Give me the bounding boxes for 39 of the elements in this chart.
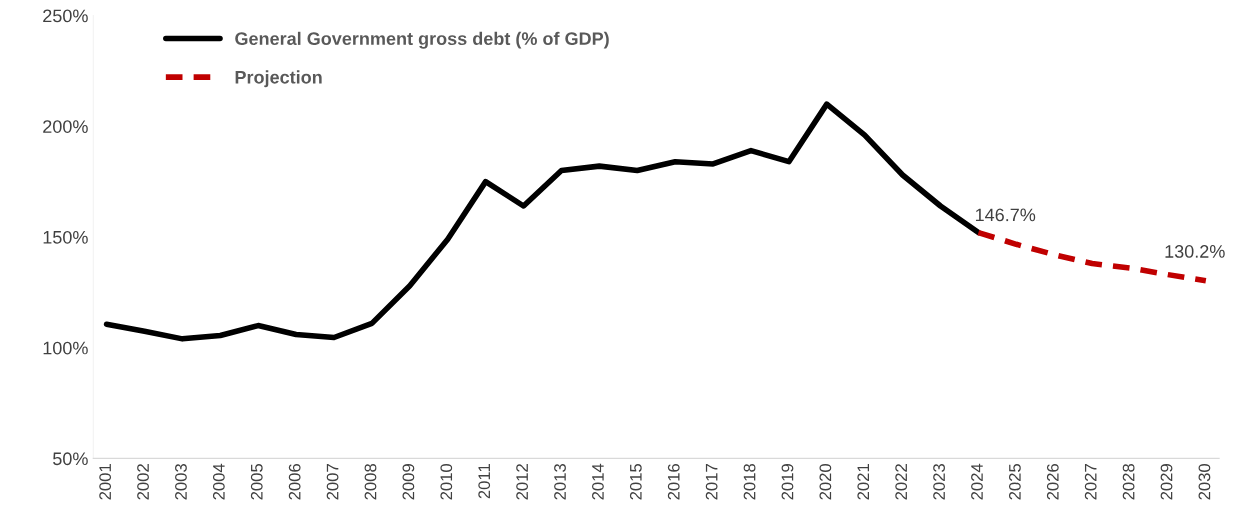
legend-label: General Government gross debt (% of GDP) <box>235 31 609 49</box>
x-tick-label: 2007 <box>326 464 339 500</box>
x-tick-label: 2001 <box>99 464 112 500</box>
x-tick-label: 2019 <box>781 464 794 500</box>
x-tick-label: 2023 <box>933 464 945 500</box>
legend-label: Projection <box>235 70 322 88</box>
x-tick-label: 2022 <box>895 464 908 500</box>
x-tick-label: 2021 <box>857 464 870 500</box>
x-tick-label: 2024 <box>971 463 983 500</box>
x-tick-label: 2003 <box>175 464 187 500</box>
x-tick-label: 2004 <box>212 463 225 500</box>
x-tick-label: 2015 <box>629 463 642 500</box>
data-label: 146.7% <box>975 208 1036 222</box>
data-label: 130.2% <box>1165 245 1225 258</box>
x-tick-label: 2018 <box>743 464 756 500</box>
x-tick-label: 2013 <box>554 464 566 500</box>
x-tick-label: 2028 <box>1122 464 1135 500</box>
x-tick-label: 2025 <box>1008 463 1021 500</box>
y-tick-label: 150% <box>43 230 88 244</box>
x-tick-label: 2010 <box>440 463 453 500</box>
x-tick-label: 2005 <box>250 463 263 500</box>
x-tick-label: 2009 <box>402 464 415 500</box>
y-tick-label: 250% <box>43 9 88 23</box>
x-tick-label: 2002 <box>137 464 149 500</box>
y-tick-label: 100% <box>43 341 88 355</box>
x-tick-label: 2027 <box>1084 464 1097 500</box>
x-tick-label: 2030 <box>1198 463 1211 500</box>
x-tick-label: 2012 <box>516 464 529 500</box>
y-tick-label: 200% <box>43 120 88 133</box>
x-tick-label: 2011 <box>478 464 491 499</box>
x-tick-label: 2016 <box>667 464 680 500</box>
x-tick-label: 2026 <box>1046 464 1059 500</box>
x-tick-label: 2020 <box>819 463 832 500</box>
x-tick-label: 2017 <box>705 464 718 500</box>
x-tick-label: 2029 <box>1160 464 1173 500</box>
y-tick-label: 50% <box>53 452 88 466</box>
x-tick-label: 2006 <box>288 464 301 500</box>
x-tick-label: 2008 <box>364 464 377 500</box>
x-tick-label: 2014 <box>592 463 604 500</box>
